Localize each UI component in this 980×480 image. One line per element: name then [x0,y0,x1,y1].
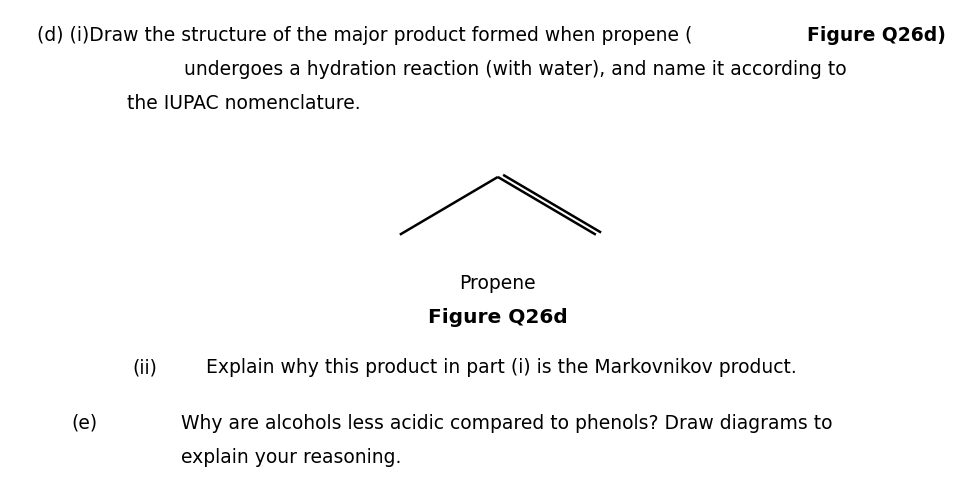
Text: Propene: Propene [460,274,536,293]
Text: Figure Q26d: Figure Q26d [428,307,567,326]
Text: (d) (i)Draw the structure of the major product formed when propene (: (d) (i)Draw the structure of the major p… [37,26,693,46]
Text: Why are alcohols less acidic compared to phenols? Draw diagrams to: Why are alcohols less acidic compared to… [181,413,833,432]
Text: undergoes a hydration reaction (with water), and name it according to: undergoes a hydration reaction (with wat… [184,60,847,79]
Text: explain your reasoning.: explain your reasoning. [181,447,402,467]
Text: (e): (e) [72,413,98,432]
Text: Explain why this product in part (i) is the Markovnikov product.: Explain why this product in part (i) is … [206,358,797,377]
Text: Figure Q26d): Figure Q26d) [807,26,946,46]
Text: the IUPAC nomenclature.: the IUPAC nomenclature. [127,94,361,113]
Text: (ii): (ii) [132,358,157,377]
